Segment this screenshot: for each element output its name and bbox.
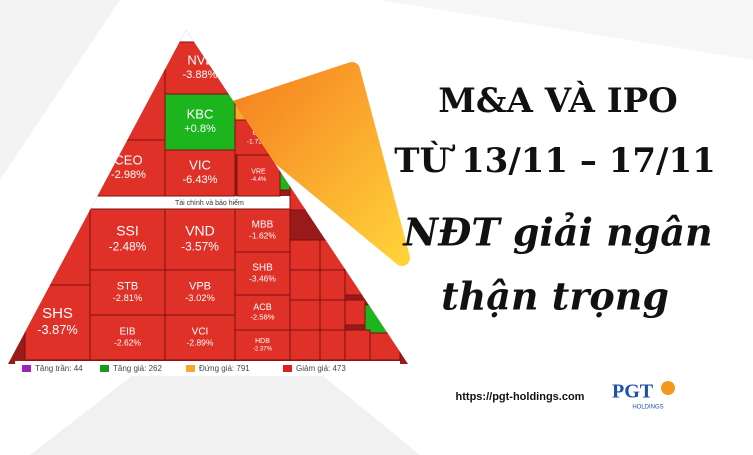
tile bbox=[91, 139, 166, 197]
tile bbox=[289, 239, 321, 271]
tile-change: -2.98% bbox=[111, 169, 146, 181]
legend-swatch bbox=[22, 365, 31, 372]
legend-swatch bbox=[100, 365, 109, 372]
orange-triangle bbox=[217, 62, 410, 266]
tile-ticker: VRE bbox=[251, 168, 266, 175]
tile bbox=[289, 299, 321, 331]
section-label: Tài chính và bảo hiểm bbox=[175, 199, 244, 207]
legend-swatch bbox=[283, 365, 292, 372]
tile bbox=[91, 41, 166, 141]
headline-line: TỪ 13/11 – 17/11 bbox=[394, 140, 716, 181]
tile-ticker: KBC bbox=[187, 106, 214, 121]
tile-change: -4.4% bbox=[251, 177, 267, 183]
tile bbox=[319, 269, 346, 301]
tile-ticker: SHB bbox=[252, 263, 273, 274]
tile bbox=[289, 329, 321, 361]
url: https://pgt-holdings.com bbox=[456, 391, 585, 403]
tile-ticker: VCI bbox=[192, 327, 209, 338]
legend-label: Tăng giá: 262 bbox=[113, 364, 162, 373]
headline-line: thận trọng bbox=[441, 274, 669, 319]
tile bbox=[369, 332, 401, 361]
tile bbox=[289, 269, 321, 301]
bg-shape bbox=[380, 0, 753, 60]
tile-ticker: VND bbox=[185, 223, 215, 239]
logo-sub: HOLDINGS bbox=[632, 405, 663, 411]
tile-ticker: CEO bbox=[114, 152, 142, 167]
logo-sun bbox=[661, 381, 675, 395]
legend-label: Tăng trần: 44 bbox=[35, 364, 83, 373]
tile-ticker: STB bbox=[117, 280, 138, 292]
tile bbox=[234, 251, 291, 296]
tile-change: -1.62% bbox=[249, 230, 276, 240]
tile bbox=[164, 314, 236, 361]
tile-change: -3.87% bbox=[37, 322, 77, 337]
tile bbox=[234, 294, 291, 331]
tile bbox=[344, 269, 371, 296]
tile-change: -2.89% bbox=[187, 337, 214, 347]
tile bbox=[236, 154, 281, 197]
tile bbox=[344, 239, 376, 271]
tile-change: +0.8% bbox=[184, 123, 216, 135]
tile bbox=[319, 299, 346, 331]
tile bbox=[164, 149, 236, 197]
headline-line: M&A VÀ IPO bbox=[438, 80, 678, 121]
tile-change: -2.37% bbox=[253, 346, 273, 352]
legend-swatch bbox=[186, 365, 195, 372]
tile-change: -6.43% bbox=[182, 174, 217, 186]
tile-ticker: EIB bbox=[119, 327, 135, 338]
tile bbox=[164, 269, 236, 316]
tile bbox=[364, 304, 396, 334]
tile-ticker: VIC bbox=[189, 157, 211, 172]
tile-change: -2.62% bbox=[114, 337, 141, 347]
tile-change: -2.48% bbox=[109, 239, 147, 253]
legend-label: Giảm giá: 473 bbox=[296, 364, 346, 373]
tile-ticker: NVL bbox=[187, 52, 212, 67]
tile bbox=[344, 299, 366, 326]
tile bbox=[164, 208, 236, 271]
legend-bar bbox=[15, 361, 400, 376]
tile-ticker: MBB bbox=[252, 220, 274, 231]
tile-change: -3.02% bbox=[185, 293, 215, 303]
tile bbox=[319, 329, 346, 361]
tile bbox=[24, 209, 91, 286]
tile bbox=[369, 269, 396, 296]
tile-change: -3.46% bbox=[249, 273, 276, 283]
legend-label: Đứng giá: 791 bbox=[199, 364, 250, 373]
tile-change: -3.88% bbox=[182, 69, 217, 81]
tile-change: -1.72% bbox=[247, 139, 269, 146]
tile-ticker: HDB bbox=[255, 338, 270, 345]
tile-ticker: ACB bbox=[253, 302, 272, 312]
headline-line: NĐT giải ngân bbox=[402, 210, 712, 255]
tile-change: -3.57% bbox=[181, 239, 219, 253]
tile bbox=[319, 239, 346, 271]
tile-change: -2.58% bbox=[250, 312, 274, 321]
tile bbox=[234, 329, 291, 361]
tile-ticker: SSI bbox=[116, 223, 139, 239]
bg-shape bbox=[0, 0, 120, 180]
bg-shape bbox=[30, 300, 420, 455]
tile-ticker: SHS bbox=[42, 305, 73, 322]
tile-ticker: VPB bbox=[189, 280, 211, 292]
section-label: và Bất độ... bbox=[210, 32, 245, 41]
tile bbox=[164, 93, 236, 151]
tile bbox=[164, 41, 236, 95]
tile bbox=[344, 329, 371, 361]
logo: PGT bbox=[612, 381, 654, 403]
tile-change: -2.81% bbox=[113, 293, 143, 303]
